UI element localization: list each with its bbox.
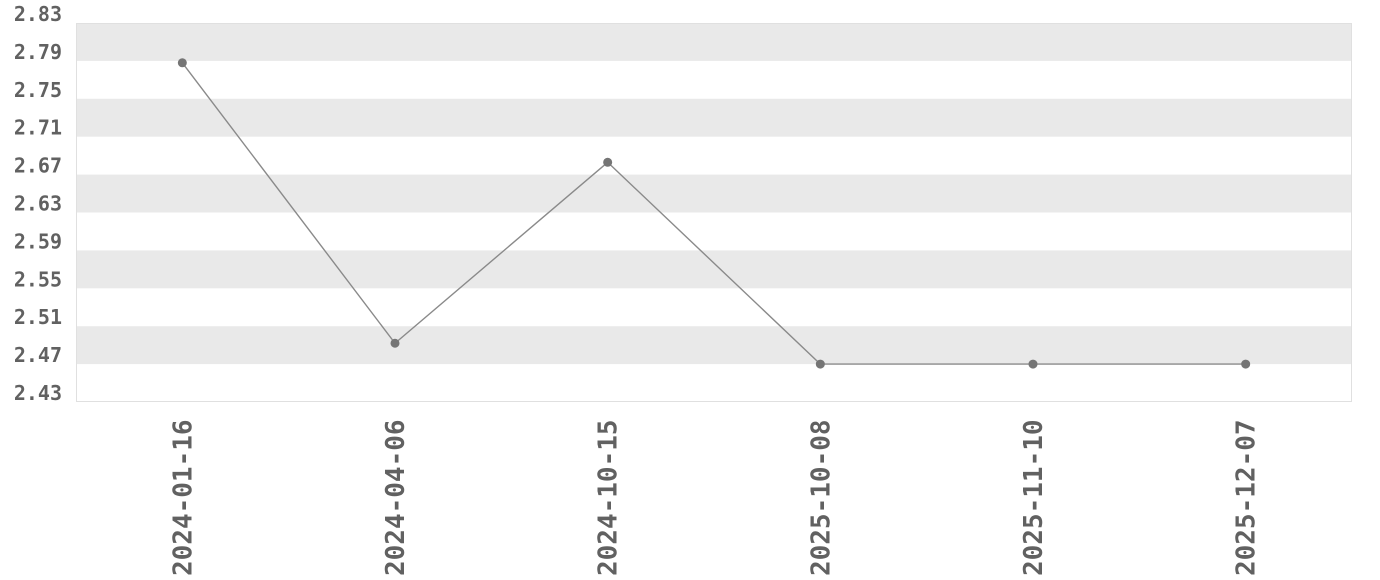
y-axis-tick-label: 2.47 [14, 343, 62, 367]
grid-band [76, 174, 1352, 213]
grid-band [76, 326, 1352, 365]
grid-band [76, 23, 1352, 61]
data-line [181, 62, 1246, 365]
x-axis-tick-label: 2024-01-16 [168, 419, 198, 576]
y-axis-tick-label: 2.55 [14, 267, 62, 291]
data-point [1028, 359, 1038, 369]
x-axis-tick-label: 2025-11-10 [1019, 419, 1049, 576]
data-point [603, 157, 613, 167]
x-axis-tick-label: 2024-04-06 [381, 419, 411, 576]
y-axis-tick-label: 2.43 [14, 381, 62, 405]
y-axis-tick-label: 2.79 [14, 40, 62, 64]
y-axis-tick-label: 2.59 [14, 229, 62, 253]
y-axis-tick-label: 2.71 [14, 116, 62, 140]
data-point [1241, 359, 1251, 369]
data-point [177, 58, 187, 68]
x-axis-tick-label: 2025-10-08 [806, 419, 836, 576]
grid-band [76, 250, 1352, 289]
x-axis-tick-label: 2025-12-07 [1232, 419, 1262, 576]
y-axis-tick-label: 2.67 [14, 154, 62, 178]
y-axis-tick-label: 2.63 [14, 192, 62, 216]
data-point [390, 338, 400, 348]
x-axis-tick-label: 2024-10-15 [594, 419, 624, 576]
plot-border [76, 23, 1352, 402]
data-point [815, 359, 825, 369]
y-axis-tick-label: 2.51 [14, 305, 62, 329]
y-axis-tick-label: 2.83 [14, 2, 62, 26]
grid-band [76, 98, 1352, 137]
y-axis-tick-label: 2.75 [14, 78, 62, 102]
